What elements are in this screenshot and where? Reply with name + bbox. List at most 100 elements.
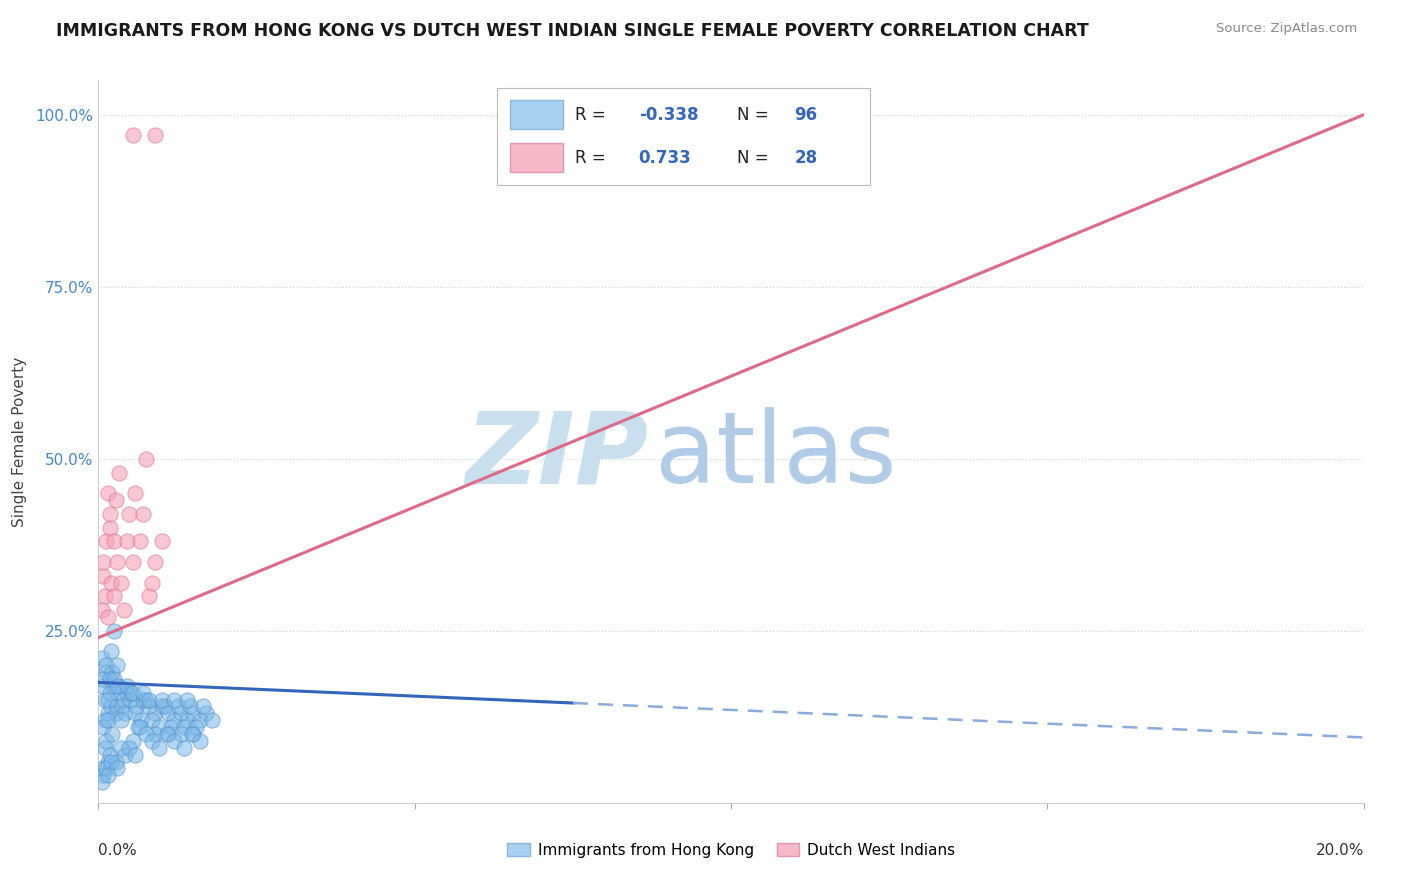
Point <box>118 740 141 755</box>
Bar <box>510 100 562 129</box>
Text: N =: N = <box>737 106 775 124</box>
Text: ZIP: ZIP <box>465 408 648 505</box>
Point <box>153 699 176 714</box>
Point <box>157 706 180 721</box>
Point <box>201 713 224 727</box>
Point <box>105 493 128 508</box>
Point <box>132 507 155 521</box>
Point <box>101 665 124 679</box>
Point <box>191 699 214 714</box>
Point <box>93 768 115 782</box>
Point <box>98 686 121 700</box>
Point <box>127 720 149 734</box>
Bar <box>510 143 562 172</box>
Point <box>163 692 186 706</box>
Point <box>111 699 134 714</box>
Text: 96: 96 <box>794 106 817 124</box>
Point <box>107 699 129 714</box>
Text: 28: 28 <box>794 149 817 167</box>
Text: 0.0%: 0.0% <box>98 843 138 857</box>
Point <box>110 713 132 727</box>
Point <box>124 706 146 721</box>
Point <box>128 534 150 549</box>
Point <box>107 761 129 775</box>
Point <box>114 747 136 762</box>
Point <box>100 755 122 769</box>
Point <box>97 755 120 769</box>
Point <box>138 692 160 706</box>
Point <box>103 679 125 693</box>
Point <box>115 686 138 700</box>
Point <box>100 699 122 714</box>
Point <box>145 555 166 569</box>
Point <box>93 713 117 727</box>
Point <box>125 699 148 714</box>
Point <box>101 727 124 741</box>
Point <box>163 734 186 748</box>
Point <box>94 658 117 673</box>
Text: R =: R = <box>575 149 612 167</box>
Point <box>124 486 146 500</box>
Point <box>176 692 198 706</box>
Point <box>141 575 163 590</box>
Point <box>122 734 145 748</box>
Point <box>110 740 132 755</box>
Point <box>107 466 129 480</box>
Point <box>148 740 170 755</box>
Point <box>173 740 195 755</box>
Point <box>107 679 129 693</box>
Point <box>90 775 112 789</box>
Point <box>138 590 160 604</box>
Point <box>150 692 173 706</box>
Point <box>97 713 120 727</box>
Point <box>98 672 121 686</box>
Point <box>135 727 157 741</box>
Point <box>122 555 145 569</box>
Point <box>169 727 191 741</box>
Point <box>145 727 166 741</box>
Point <box>93 590 117 604</box>
Point <box>181 727 204 741</box>
Point <box>105 755 128 769</box>
Point <box>110 686 132 700</box>
Point <box>110 575 132 590</box>
Point <box>114 706 136 721</box>
Point <box>97 706 120 721</box>
Point <box>93 679 115 693</box>
Point <box>118 507 141 521</box>
Point <box>128 720 150 734</box>
Point <box>115 534 138 549</box>
Point <box>131 713 153 727</box>
Point <box>93 692 117 706</box>
Point <box>94 734 117 748</box>
Point <box>93 761 115 775</box>
Point <box>166 699 188 714</box>
Point <box>163 713 186 727</box>
Point <box>98 520 121 534</box>
Point <box>183 706 205 721</box>
Point <box>179 699 201 714</box>
Point <box>98 747 121 762</box>
Point <box>93 555 115 569</box>
Point <box>100 644 122 658</box>
Point <box>97 692 120 706</box>
Point <box>90 603 112 617</box>
Point <box>120 686 142 700</box>
Text: IMMIGRANTS FROM HONG KONG VS DUTCH WEST INDIAN SINGLE FEMALE POVERTY CORRELATION: IMMIGRANTS FROM HONG KONG VS DUTCH WEST … <box>56 22 1090 40</box>
Point <box>145 706 166 721</box>
Point <box>103 590 125 604</box>
Point <box>145 128 166 143</box>
Point <box>107 555 129 569</box>
Point <box>115 679 138 693</box>
Y-axis label: Single Female Poverty: Single Female Poverty <box>13 357 27 526</box>
Point <box>100 575 122 590</box>
Point <box>93 740 117 755</box>
Text: -0.338: -0.338 <box>638 106 699 124</box>
Text: 20.0%: 20.0% <box>1316 843 1364 857</box>
Text: 0.733: 0.733 <box>638 149 692 167</box>
Point <box>188 713 211 727</box>
Point <box>122 686 145 700</box>
Point <box>122 128 145 143</box>
Point <box>93 568 115 582</box>
Point <box>176 713 198 727</box>
